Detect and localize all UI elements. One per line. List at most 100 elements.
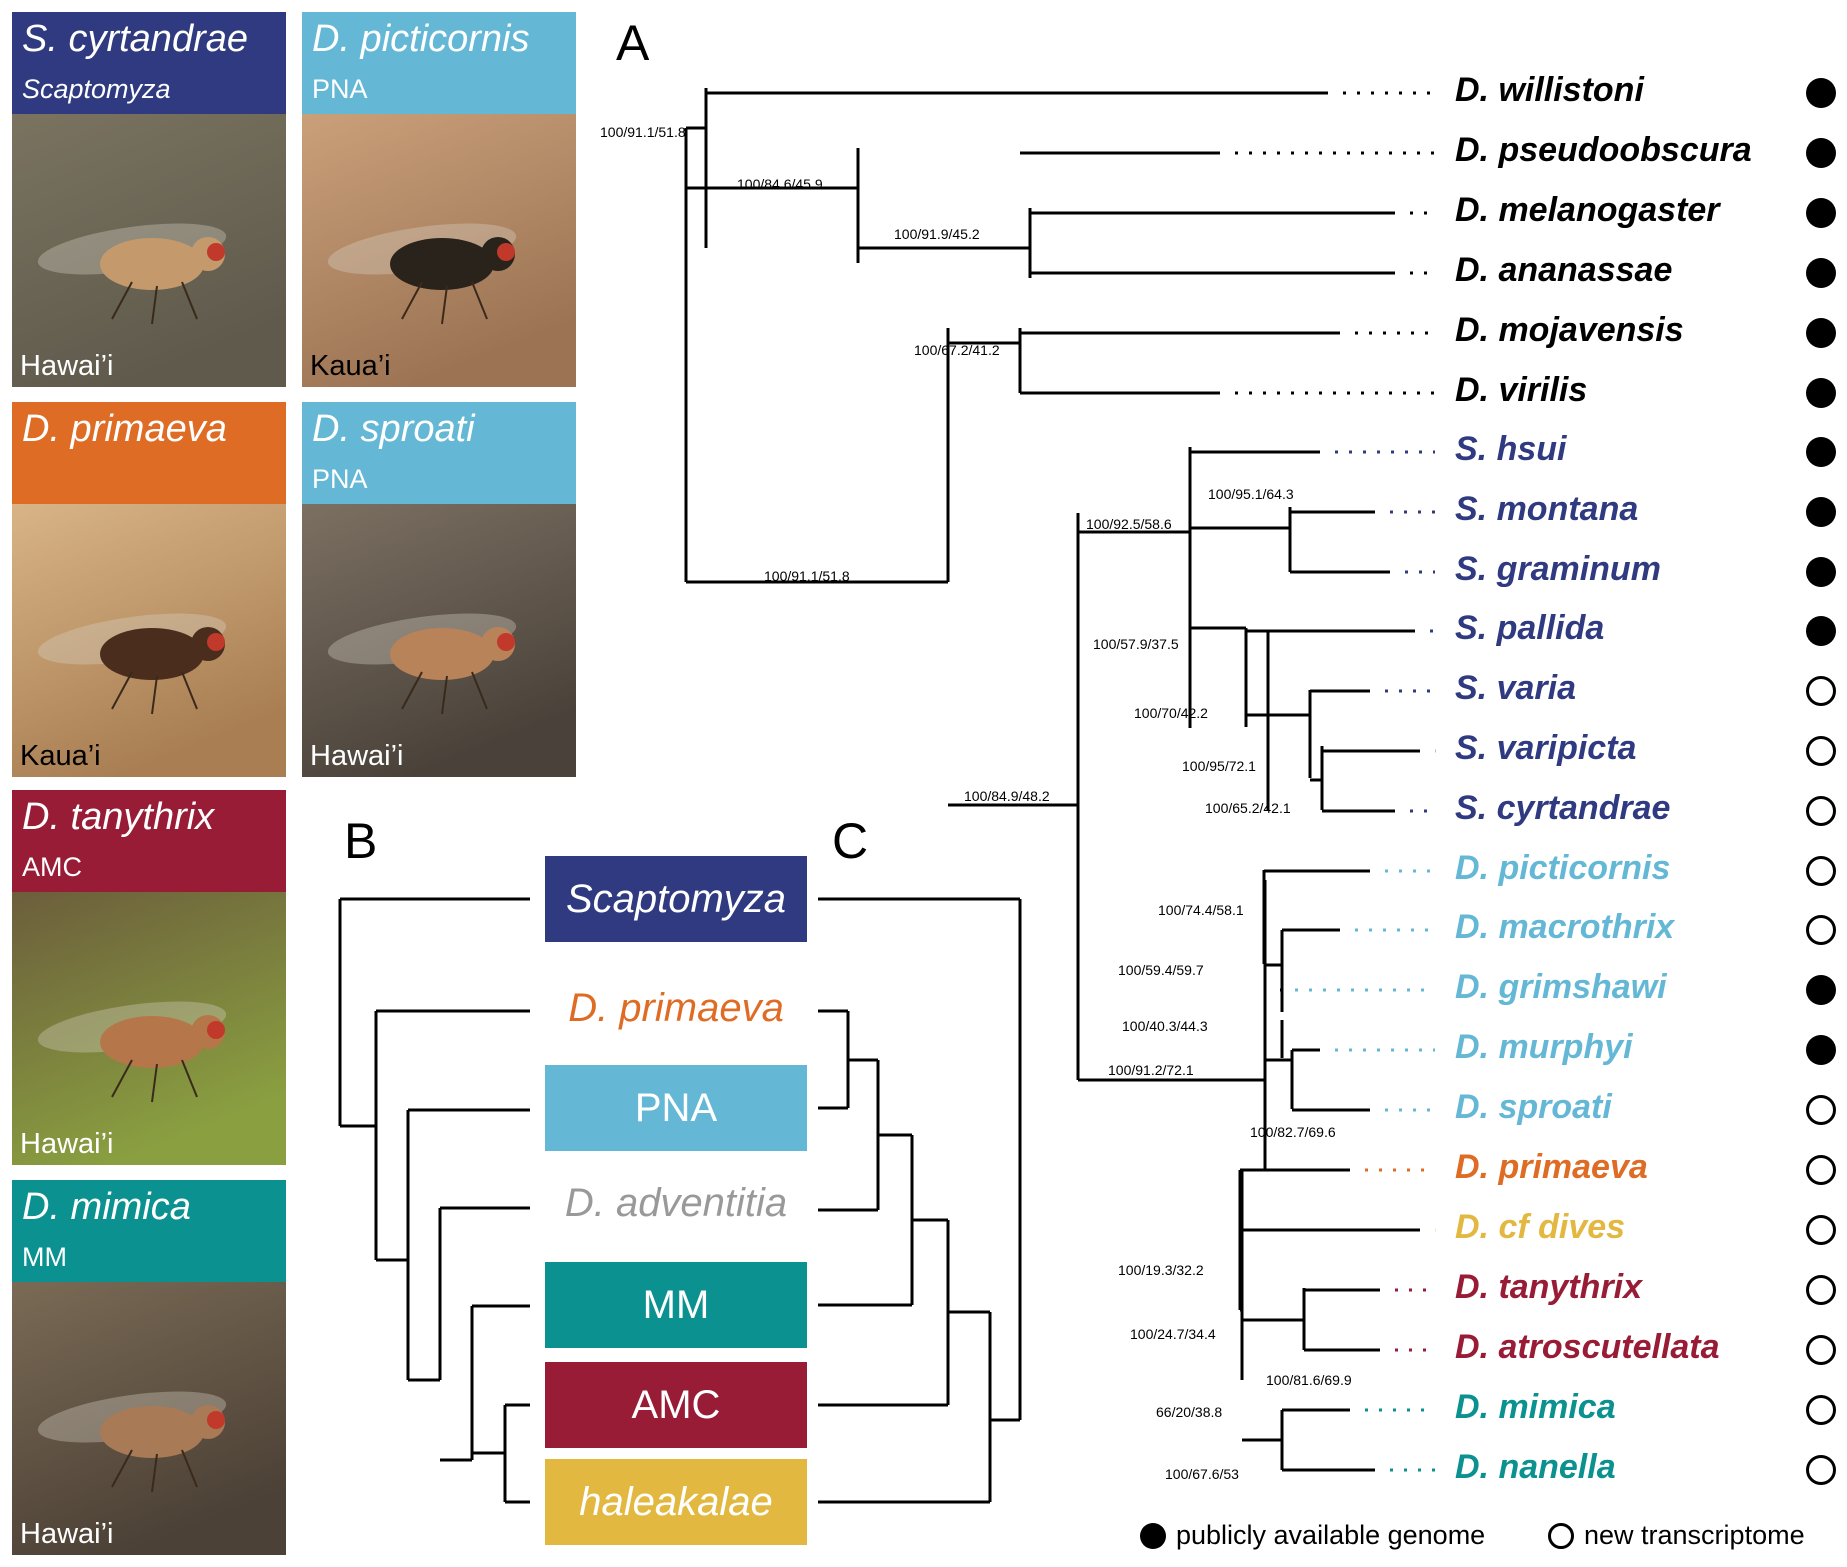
support-value: 100/59.4/59.7: [1118, 962, 1204, 978]
photo-panel: D. tanythrix AMC Hawai’i: [12, 790, 286, 1165]
fly-photo: [12, 1282, 286, 1555]
open-circle-icon: [1806, 1155, 1836, 1185]
panel-label-c: C: [832, 813, 869, 869]
support-value: 100/57.9/37.5: [1093, 636, 1179, 652]
support-value: 100/95/72.1: [1182, 758, 1256, 774]
filled-circle-icon: [1806, 557, 1836, 587]
support-value: 100/91.1/51.8: [600, 124, 686, 140]
taxon-label: S. pallida: [1455, 609, 1605, 647]
support-value: 100/95.1/64.3: [1208, 486, 1294, 502]
filled-circle-icon: [1806, 78, 1836, 108]
photo-group-label: AMC: [22, 852, 82, 882]
photo-species-name: S. cyrtandrae: [22, 18, 248, 60]
filled-circle-icon: [1806, 318, 1836, 348]
open-circle-icon: [1806, 1455, 1836, 1485]
taxon-label: D. grimshawi: [1455, 968, 1667, 1006]
taxon-label: S. hsui: [1455, 430, 1567, 468]
open-circle-icon: [1806, 1275, 1836, 1305]
support-value: 100/65.2/42.1: [1205, 800, 1291, 816]
support-value: 100/81.6/69.9: [1266, 1372, 1352, 1388]
legend-transcriptome-label: new transcriptome: [1584, 1520, 1805, 1550]
open-circle-icon: [1806, 856, 1836, 886]
clade-label: Scaptomyza: [545, 856, 807, 942]
photo-species-name: D. sproati: [312, 408, 475, 450]
taxon-label: D. melanogaster: [1455, 191, 1720, 229]
photo-panel: D. primaeva Kaua’i: [12, 402, 286, 777]
taxon-label: D. ananassae: [1455, 251, 1673, 289]
taxon-label: D. pseudoobscura: [1455, 131, 1752, 169]
filled-circle-icon: [1806, 1035, 1836, 1065]
fly-photo: [302, 504, 576, 777]
photo-species-name: D. tanythrix: [22, 796, 215, 838]
support-value: 100/84.6/45.9: [737, 176, 823, 192]
support-value: 100/24.7/34.4: [1130, 1326, 1216, 1342]
photo-group-label: Scaptomyza: [22, 74, 171, 104]
taxon-label: D. primaeva: [1455, 1148, 1648, 1186]
photo-header: D. mimica MM: [12, 1180, 286, 1282]
legend-genome-label: publicly available genome: [1176, 1520, 1486, 1550]
support-value: 100/40.3/44.3: [1122, 1018, 1208, 1034]
taxon-label: S. graminum: [1455, 550, 1661, 588]
support-value: 100/74.4/58.1: [1158, 902, 1244, 918]
open-circle-icon: [1548, 1522, 1574, 1549]
photo-header: D. picticornis PNA: [302, 12, 576, 114]
taxon-label: D. willistoni: [1455, 71, 1644, 109]
filled-circle-icon: [1806, 437, 1836, 467]
legend-genome: publicly available genome: [1140, 1520, 1485, 1551]
open-circle-icon: [1806, 676, 1836, 706]
filled-circle-icon: [1806, 378, 1836, 408]
support-value: 100/91.9/45.2: [894, 226, 980, 242]
taxon-label: D. sproati: [1455, 1088, 1612, 1126]
support-value: 66/20/38.8: [1156, 1404, 1223, 1420]
taxon-label: D. picticornis: [1455, 849, 1671, 887]
open-circle-icon: [1806, 915, 1836, 945]
support-value: 100/82.7/69.6: [1250, 1124, 1336, 1140]
photo-panel: D. picticornis PNA Kaua’i: [302, 12, 576, 387]
taxon-label: S. varipicta: [1455, 729, 1637, 767]
open-circle-icon: [1806, 1335, 1836, 1365]
support-value: 100/19.3/32.2: [1118, 1262, 1204, 1278]
taxon-label: D. nanella: [1455, 1448, 1616, 1486]
filled-circle-icon: [1806, 975, 1836, 1005]
legend-transcriptome: new transcriptome: [1548, 1520, 1805, 1551]
photo-panel: S. cyrtandrae Scaptomyza Hawai’i: [12, 12, 286, 387]
photo-location: Hawai’i: [20, 1518, 114, 1550]
photo-species-name: D. mimica: [22, 1186, 191, 1228]
taxon-label: D. macrothrix: [1455, 908, 1675, 946]
filled-circle-icon: [1140, 1522, 1166, 1549]
fly-photo: [12, 892, 286, 1165]
support-value: 100/84.9/48.2: [964, 788, 1050, 804]
panel-label-b: B: [344, 813, 378, 869]
filled-circle-icon: [1806, 138, 1836, 168]
photo-header: D. sproati PNA: [302, 402, 576, 504]
photo-header: D. tanythrix AMC: [12, 790, 286, 892]
fly-photo: [12, 504, 286, 777]
photo-group-label: MM: [22, 1242, 67, 1272]
taxon-label: S. varia: [1455, 669, 1576, 707]
taxon-label: S. cyrtandrae: [1455, 789, 1671, 827]
open-circle-icon: [1806, 736, 1836, 766]
panel-label-a: A: [616, 15, 650, 71]
taxon-label: S. montana: [1455, 490, 1639, 528]
photo-location: Hawai’i: [20, 1128, 114, 1160]
taxon-label: D. atroscutellata: [1455, 1328, 1720, 1366]
photo-panel: D. mimica MM Hawai’i: [12, 1180, 286, 1555]
photo-group-label: PNA: [312, 74, 368, 104]
support-value: 100/70/42.2: [1134, 705, 1208, 721]
taxon-label: D. mimica: [1455, 1388, 1616, 1426]
support-value: 100/67.2/41.2: [914, 342, 1000, 358]
clade-label: haleakalae: [545, 1459, 807, 1545]
support-value: 100/91.1/51.8: [764, 568, 850, 584]
filled-circle-icon: [1806, 616, 1836, 646]
clade-label: D. adventitia: [564, 1180, 788, 1225]
photo-location: Kaua’i: [310, 350, 391, 382]
taxon-label: D. cf dives: [1455, 1208, 1626, 1246]
support-value: 100/91.2/72.1: [1108, 1062, 1194, 1078]
open-circle-icon: [1806, 796, 1836, 826]
photo-header: S. cyrtandrae Scaptomyza: [12, 12, 286, 114]
clade-label: PNA: [545, 1065, 807, 1151]
taxon-label: D. murphyi: [1455, 1028, 1633, 1066]
photo-header: D. primaeva: [12, 402, 286, 504]
filled-circle-icon: [1806, 497, 1836, 527]
